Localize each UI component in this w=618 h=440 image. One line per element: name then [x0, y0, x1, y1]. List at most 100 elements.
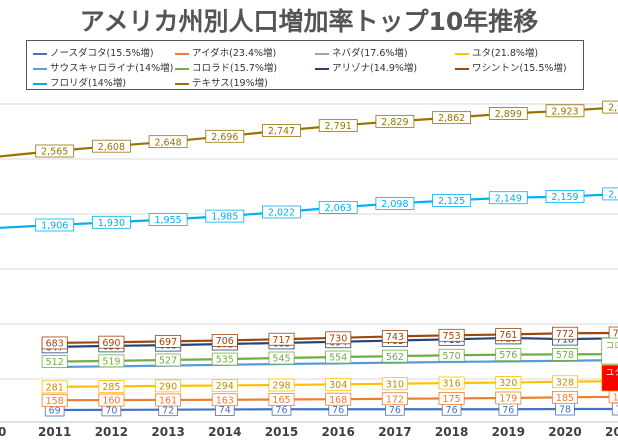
data-label: 160: [102, 396, 120, 407]
data-label-box: [495, 348, 522, 362]
legend-item: テキサス(19%増): [175, 75, 268, 89]
data-label: 163: [216, 395, 234, 406]
legend-label: アイダホ(23.4%増): [192, 48, 277, 59]
end-annotation-label: ユタ(21.8%: [606, 368, 618, 378]
legend-item: アイダホ(23.4%増): [175, 45, 276, 59]
data-label: 179: [499, 394, 517, 405]
data-label: 535: [216, 355, 234, 366]
chart-legend: ノースダコタ(15.5%増) アイダホ(23.4%増) ネバダ(17.6%増) ユタ(…: [26, 40, 584, 90]
data-label-box: [325, 350, 352, 364]
legend-item: ワシントン(15.5%増): [455, 60, 567, 74]
data-label: 69: [49, 406, 61, 417]
data-label-box: [545, 104, 585, 118]
data-label: 1,955: [154, 215, 181, 226]
data-label-box: [262, 205, 301, 219]
legend-swatch: [175, 52, 189, 55]
data-label: 320: [499, 378, 517, 389]
data-label: 158: [46, 396, 64, 407]
data-label: 730: [329, 333, 347, 344]
x-tick-label: 2013: [151, 425, 184, 439]
data-label: 185: [556, 393, 574, 404]
data-label: 285: [102, 382, 120, 393]
data-label-box: [35, 144, 75, 158]
legend-swatch: [455, 52, 469, 55]
data-label-box: [92, 215, 131, 229]
data-label-box: [602, 100, 618, 114]
data-label-box: [155, 335, 182, 348]
data-label-box: [438, 376, 465, 390]
x-tick-label: 2014: [208, 425, 241, 439]
data-label-box: [381, 392, 408, 406]
data-label-box: [98, 393, 125, 407]
data-label-box: [211, 334, 238, 347]
data-label: 2,862: [438, 113, 465, 124]
data-label: 2,791: [325, 121, 352, 132]
legend-swatch: [33, 67, 47, 70]
x-tick-label: 2017: [378, 425, 411, 439]
data-label: 1,930: [98, 218, 125, 229]
data-label-box: [325, 392, 352, 406]
data-label-box: [155, 353, 182, 367]
data-label: 2,022: [268, 208, 295, 219]
data-label: 2,747: [268, 126, 295, 137]
legend-swatch: [455, 67, 469, 70]
data-label-box: [268, 378, 295, 392]
x-tick-label: 2016: [321, 425, 354, 439]
data-label-box: [608, 326, 618, 340]
data-label-box: [552, 375, 579, 389]
data-label: 2,899: [495, 109, 522, 120]
data-label-box: [432, 194, 472, 207]
data-label: 298: [272, 381, 290, 392]
data-label: 2,829: [381, 117, 408, 128]
legend-label: サウスキャロライナ(14%増): [50, 63, 174, 74]
data-label-box: [375, 197, 415, 210]
data-label-box: [438, 348, 465, 362]
data-label-box: [495, 391, 522, 405]
data-label: 576: [499, 350, 517, 361]
legend-item: アリゾナ(14.9%増): [315, 60, 417, 74]
legend-label: ネバダ(17.6%増): [332, 48, 408, 59]
data-label: 2,696: [211, 132, 238, 143]
data-label: 578: [556, 350, 574, 361]
x-tick-label: 10: [0, 425, 6, 439]
data-label-box: [602, 187, 618, 201]
data-label-box: [488, 107, 528, 120]
data-label-box: [438, 328, 465, 342]
data-label: 165: [272, 395, 290, 406]
data-label-box: [211, 379, 238, 392]
end-annotation-box: [601, 364, 618, 392]
legend-swatch: [33, 82, 47, 85]
legend-label: ワシントン(15.5%増): [472, 63, 567, 74]
data-label: 328: [556, 377, 574, 388]
data-label: 76: [275, 405, 287, 416]
data-label: 78: [616, 405, 618, 416]
data-label: 2,125: [438, 196, 465, 207]
data-label-box: [98, 335, 125, 349]
data-label: 74: [219, 405, 231, 416]
data-label: 717: [272, 335, 290, 346]
data-label: 70: [105, 405, 117, 416]
legend-item: コロラド(15.7%増): [175, 60, 277, 74]
legend-item: サウスキャロライナ(14%増): [33, 60, 173, 74]
data-label: 2,183: [608, 189, 618, 200]
data-label-box: [211, 393, 238, 407]
data-label: 697: [159, 337, 177, 348]
data-label-box: [41, 380, 68, 394]
data-label: 2,565: [41, 147, 68, 158]
data-label: 519: [102, 356, 120, 367]
chart-title: アメリカ州別人口増加率トップ10年推移: [79, 7, 539, 36]
data-label: 545: [272, 354, 290, 365]
data-label: 512: [46, 357, 64, 368]
data-label-box: [98, 354, 125, 368]
data-label: 161: [159, 396, 177, 407]
data-label-box: [41, 355, 68, 369]
data-label: 76: [446, 405, 458, 416]
data-label-box: [381, 377, 408, 391]
data-label-box: [205, 129, 245, 143]
data-label: 743: [386, 332, 404, 343]
data-label-box: [318, 119, 358, 133]
end-annotation-label: コロラド(15.7: [606, 341, 618, 351]
data-label-box: [611, 402, 618, 416]
legend-label: ノースダコタ(15.5%増): [50, 48, 154, 59]
